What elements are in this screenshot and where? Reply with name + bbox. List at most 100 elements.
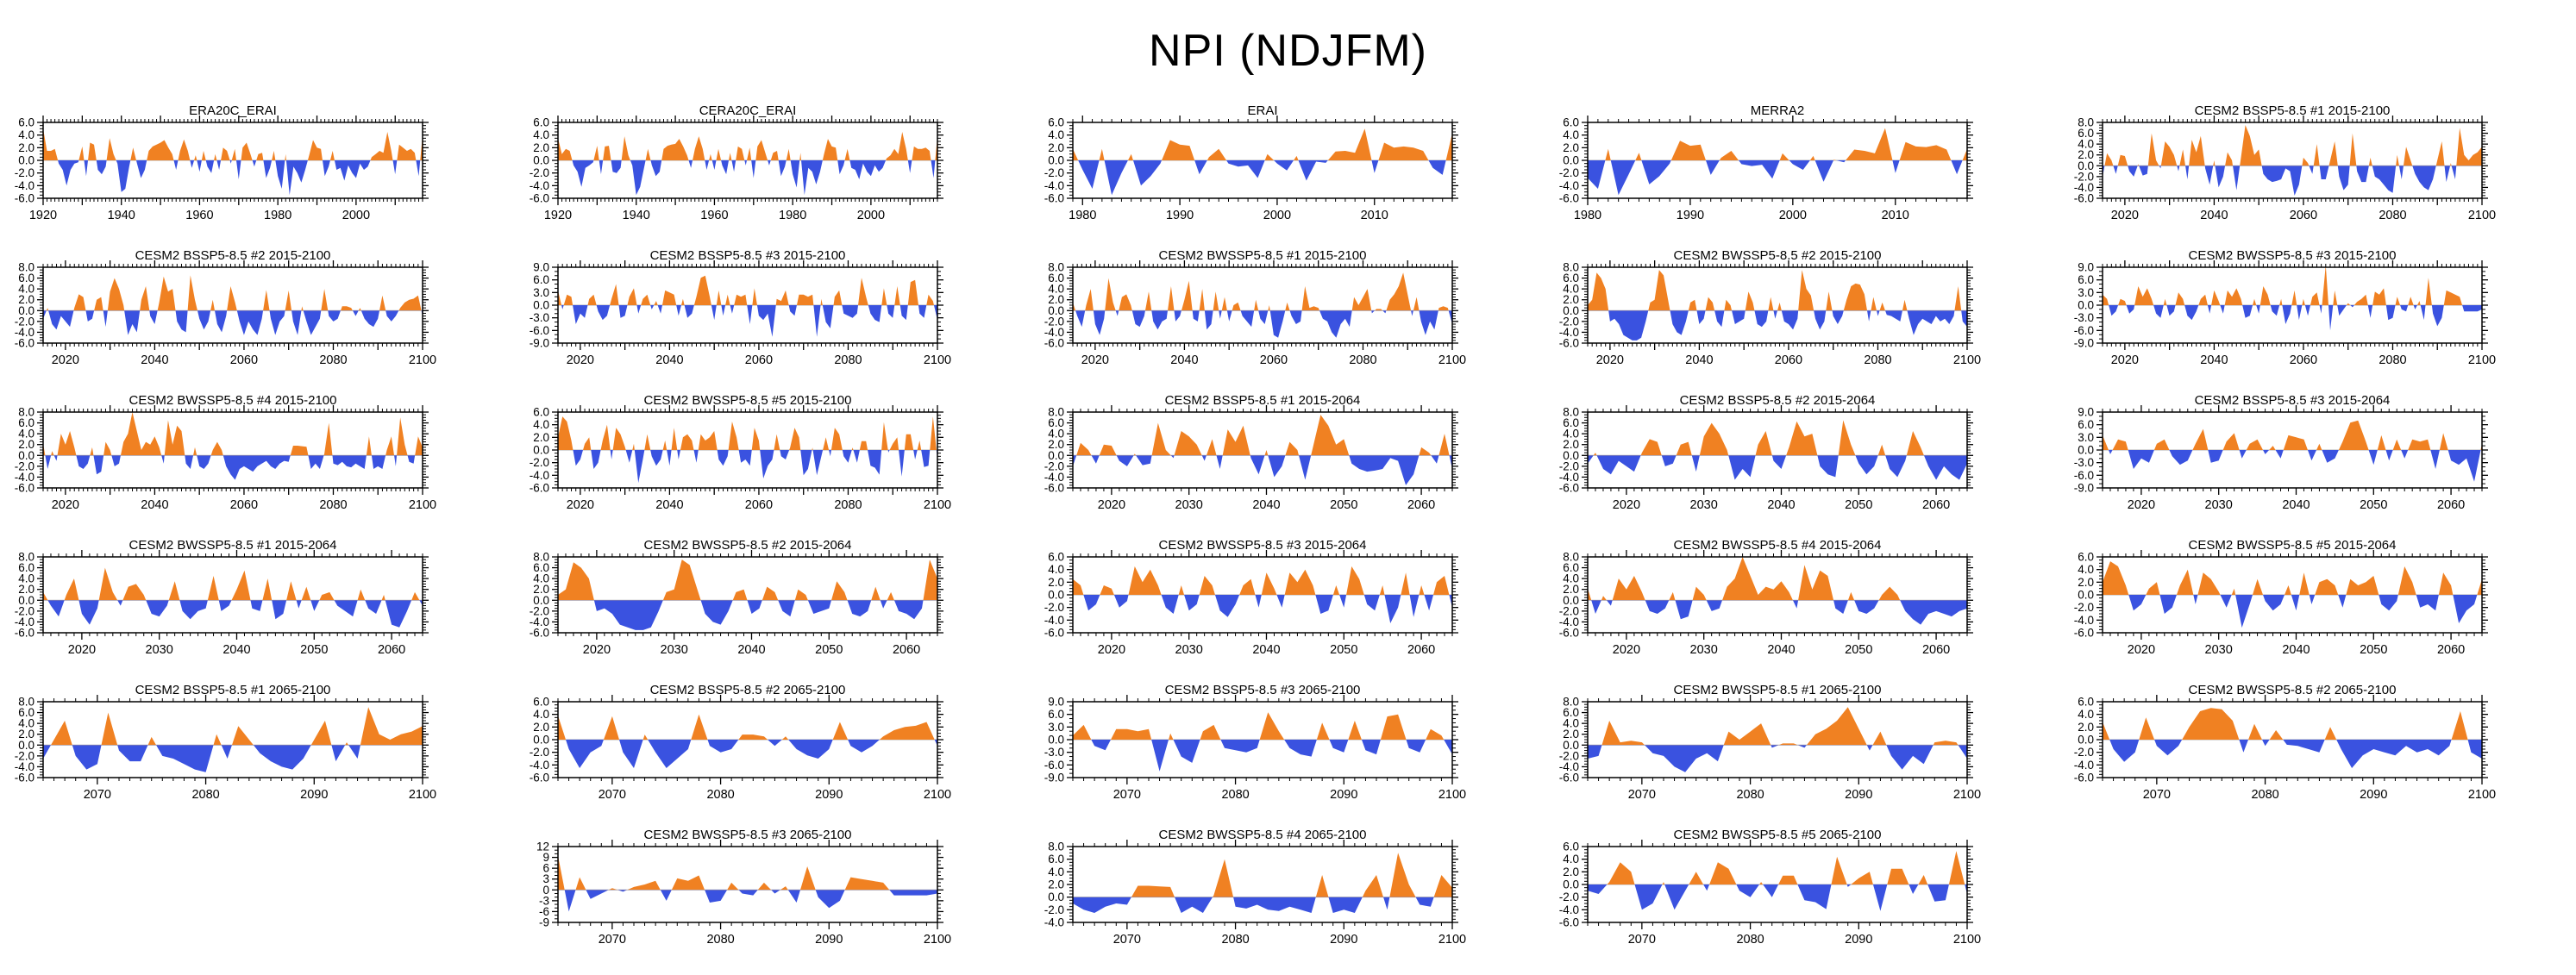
x-tick-label: 2090 xyxy=(815,933,843,947)
x-tick-label: 2100 xyxy=(1438,933,1466,947)
x-tick-label: 2080 xyxy=(319,353,347,367)
x-tick-label: 2040 xyxy=(2200,209,2228,222)
x-tick-label: 2060 xyxy=(2290,209,2317,222)
y-tick-label: 6.0 xyxy=(533,696,549,709)
x-tick-label: 1960 xyxy=(185,209,213,222)
y-tick-label: -6.0 xyxy=(2074,627,2094,640)
x-tick-label: 2100 xyxy=(1953,933,1981,947)
x-tick-label: 2080 xyxy=(2251,788,2278,802)
y-tick-label: -6.0 xyxy=(1559,627,1579,640)
x-tick-label: 2060 xyxy=(230,498,258,512)
y-tick-label: -2.0 xyxy=(2074,601,2094,614)
y-tick-label: -2.0 xyxy=(530,166,549,179)
x-tick-label: 2020 xyxy=(68,643,96,657)
panel-title: MERRA2 xyxy=(1751,103,1805,118)
x-tick-label: 2030 xyxy=(2205,643,2233,657)
panel-title: CESM2 BWSSP5-8.5 #2 2065-2100 xyxy=(2189,683,2397,697)
x-tick-label: 1940 xyxy=(623,209,650,222)
x-tick-label: 2060 xyxy=(1922,498,1950,512)
x-tick-label: 2070 xyxy=(1628,788,1656,802)
y-tick-label: -9.0 xyxy=(2074,482,2094,495)
y-tick-label: 0.0 xyxy=(2078,734,2094,747)
y-tick-label: 0.0 xyxy=(2078,299,2094,312)
x-tick-label: 2080 xyxy=(706,933,734,947)
x-tick-label: 2070 xyxy=(1113,933,1141,947)
y-tick-label: 2.0 xyxy=(1048,141,1064,154)
x-tick-label: 2040 xyxy=(2282,643,2310,657)
x-tick-label: 2080 xyxy=(1864,353,1891,367)
x-tick-label: 2080 xyxy=(1736,933,1764,947)
y-tick-label: 0.0 xyxy=(1563,154,1579,167)
x-tick-label: 2020 xyxy=(1098,643,1125,657)
y-tick-label: 4.0 xyxy=(2078,708,2094,721)
y-tick-label: 6.0 xyxy=(533,116,549,129)
y-tick-label: 2.0 xyxy=(2078,721,2094,734)
y-tick-label: -6.0 xyxy=(1559,337,1579,350)
x-tick-label: 2060 xyxy=(1922,643,1950,657)
x-tick-label: 2080 xyxy=(319,498,347,512)
y-tick-label: -6.0 xyxy=(1559,772,1579,784)
x-tick-label: 2100 xyxy=(2468,788,2496,802)
y-tick-label: -6.0 xyxy=(1559,192,1579,205)
x-tick-label: 1920 xyxy=(29,209,57,222)
y-tick-label: 2.0 xyxy=(533,431,549,444)
panel-title: CESM2 BWSSP5-8.5 #5 2015-2100 xyxy=(644,393,852,408)
x-tick-label: 2040 xyxy=(1767,498,1795,512)
y-tick-label: 6.0 xyxy=(1048,853,1064,866)
x-tick-label: 2020 xyxy=(52,353,79,367)
x-tick-label: 2070 xyxy=(1113,788,1141,802)
y-tick-label: 3.0 xyxy=(2078,286,2094,299)
y-tick-label: 6.0 xyxy=(1563,116,1579,129)
x-tick-label: 2040 xyxy=(2282,498,2310,512)
x-tick-label: 2040 xyxy=(655,353,683,367)
y-tick-label: 3.0 xyxy=(1048,721,1064,734)
x-tick-label: 2100 xyxy=(1953,353,1981,367)
x-tick-label: 2060 xyxy=(1407,643,1435,657)
y-tick-label: -9 xyxy=(539,916,549,929)
x-tick-label: 2100 xyxy=(1953,788,1981,802)
x-tick-label: 2040 xyxy=(1170,353,1198,367)
x-tick-label: 2030 xyxy=(1690,498,1718,512)
y-tick-label: 3.0 xyxy=(533,286,549,299)
y-tick-label: 4.0 xyxy=(1563,853,1579,866)
x-tick-label: 2040 xyxy=(1252,643,1280,657)
x-tick-label: 2020 xyxy=(1098,498,1125,512)
x-tick-label: 2080 xyxy=(191,788,219,802)
panel-title: ERAI xyxy=(1247,103,1277,118)
y-tick-label: -6.0 xyxy=(2074,469,2094,482)
y-tick-label: 0.0 xyxy=(1048,734,1064,747)
x-tick-label: 2050 xyxy=(1845,498,1872,512)
panel-title: CESM2 BSSP5-8.5 #2 2015-2064 xyxy=(1680,393,1876,408)
y-tick-label: 2.0 xyxy=(533,721,549,734)
panel-title: CESM2 BWSSP5-8.5 #4 2065-2100 xyxy=(1159,828,1367,842)
y-tick-label: 0.0 xyxy=(533,299,549,312)
x-tick-label: 2030 xyxy=(146,643,173,657)
x-tick-label: 2090 xyxy=(2360,788,2387,802)
y-tick-label: 4.0 xyxy=(1048,128,1064,141)
y-tick-label: -6.0 xyxy=(15,192,34,205)
x-tick-label: 1980 xyxy=(1069,209,1096,222)
panel-title: CESM2 BSSP5-8.5 #1 2065-2100 xyxy=(135,683,331,697)
